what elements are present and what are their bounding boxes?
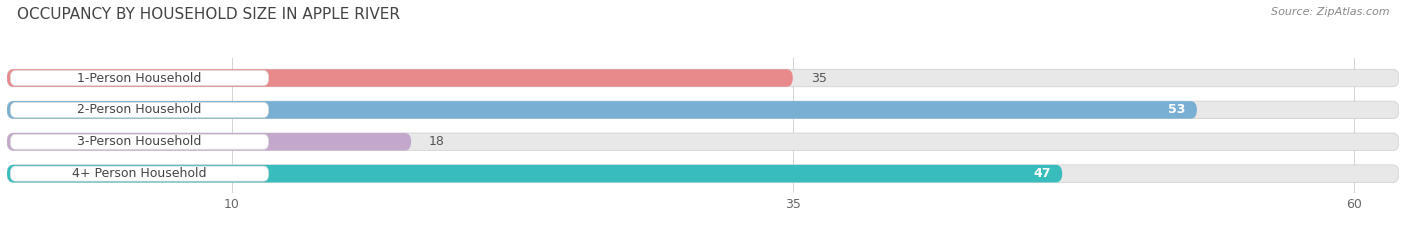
FancyBboxPatch shape: [10, 102, 269, 117]
FancyBboxPatch shape: [10, 134, 269, 149]
Text: 1-Person Household: 1-Person Household: [77, 72, 201, 85]
FancyBboxPatch shape: [7, 101, 1197, 119]
FancyBboxPatch shape: [7, 133, 1399, 151]
Text: OCCUPANCY BY HOUSEHOLD SIZE IN APPLE RIVER: OCCUPANCY BY HOUSEHOLD SIZE IN APPLE RIV…: [17, 7, 399, 22]
Text: 53: 53: [1168, 103, 1185, 116]
Text: 3-Person Household: 3-Person Household: [77, 135, 201, 148]
FancyBboxPatch shape: [10, 71, 269, 86]
FancyBboxPatch shape: [7, 133, 411, 151]
Text: 35: 35: [811, 72, 827, 85]
Text: 18: 18: [429, 135, 444, 148]
FancyBboxPatch shape: [7, 165, 1062, 182]
Text: 47: 47: [1033, 167, 1050, 180]
Text: Source: ZipAtlas.com: Source: ZipAtlas.com: [1271, 7, 1389, 17]
FancyBboxPatch shape: [7, 69, 1399, 87]
Text: 4+ Person Household: 4+ Person Household: [72, 167, 207, 180]
FancyBboxPatch shape: [10, 166, 269, 181]
FancyBboxPatch shape: [7, 101, 1399, 119]
FancyBboxPatch shape: [7, 69, 793, 87]
FancyBboxPatch shape: [7, 165, 1399, 182]
Text: 2-Person Household: 2-Person Household: [77, 103, 201, 116]
